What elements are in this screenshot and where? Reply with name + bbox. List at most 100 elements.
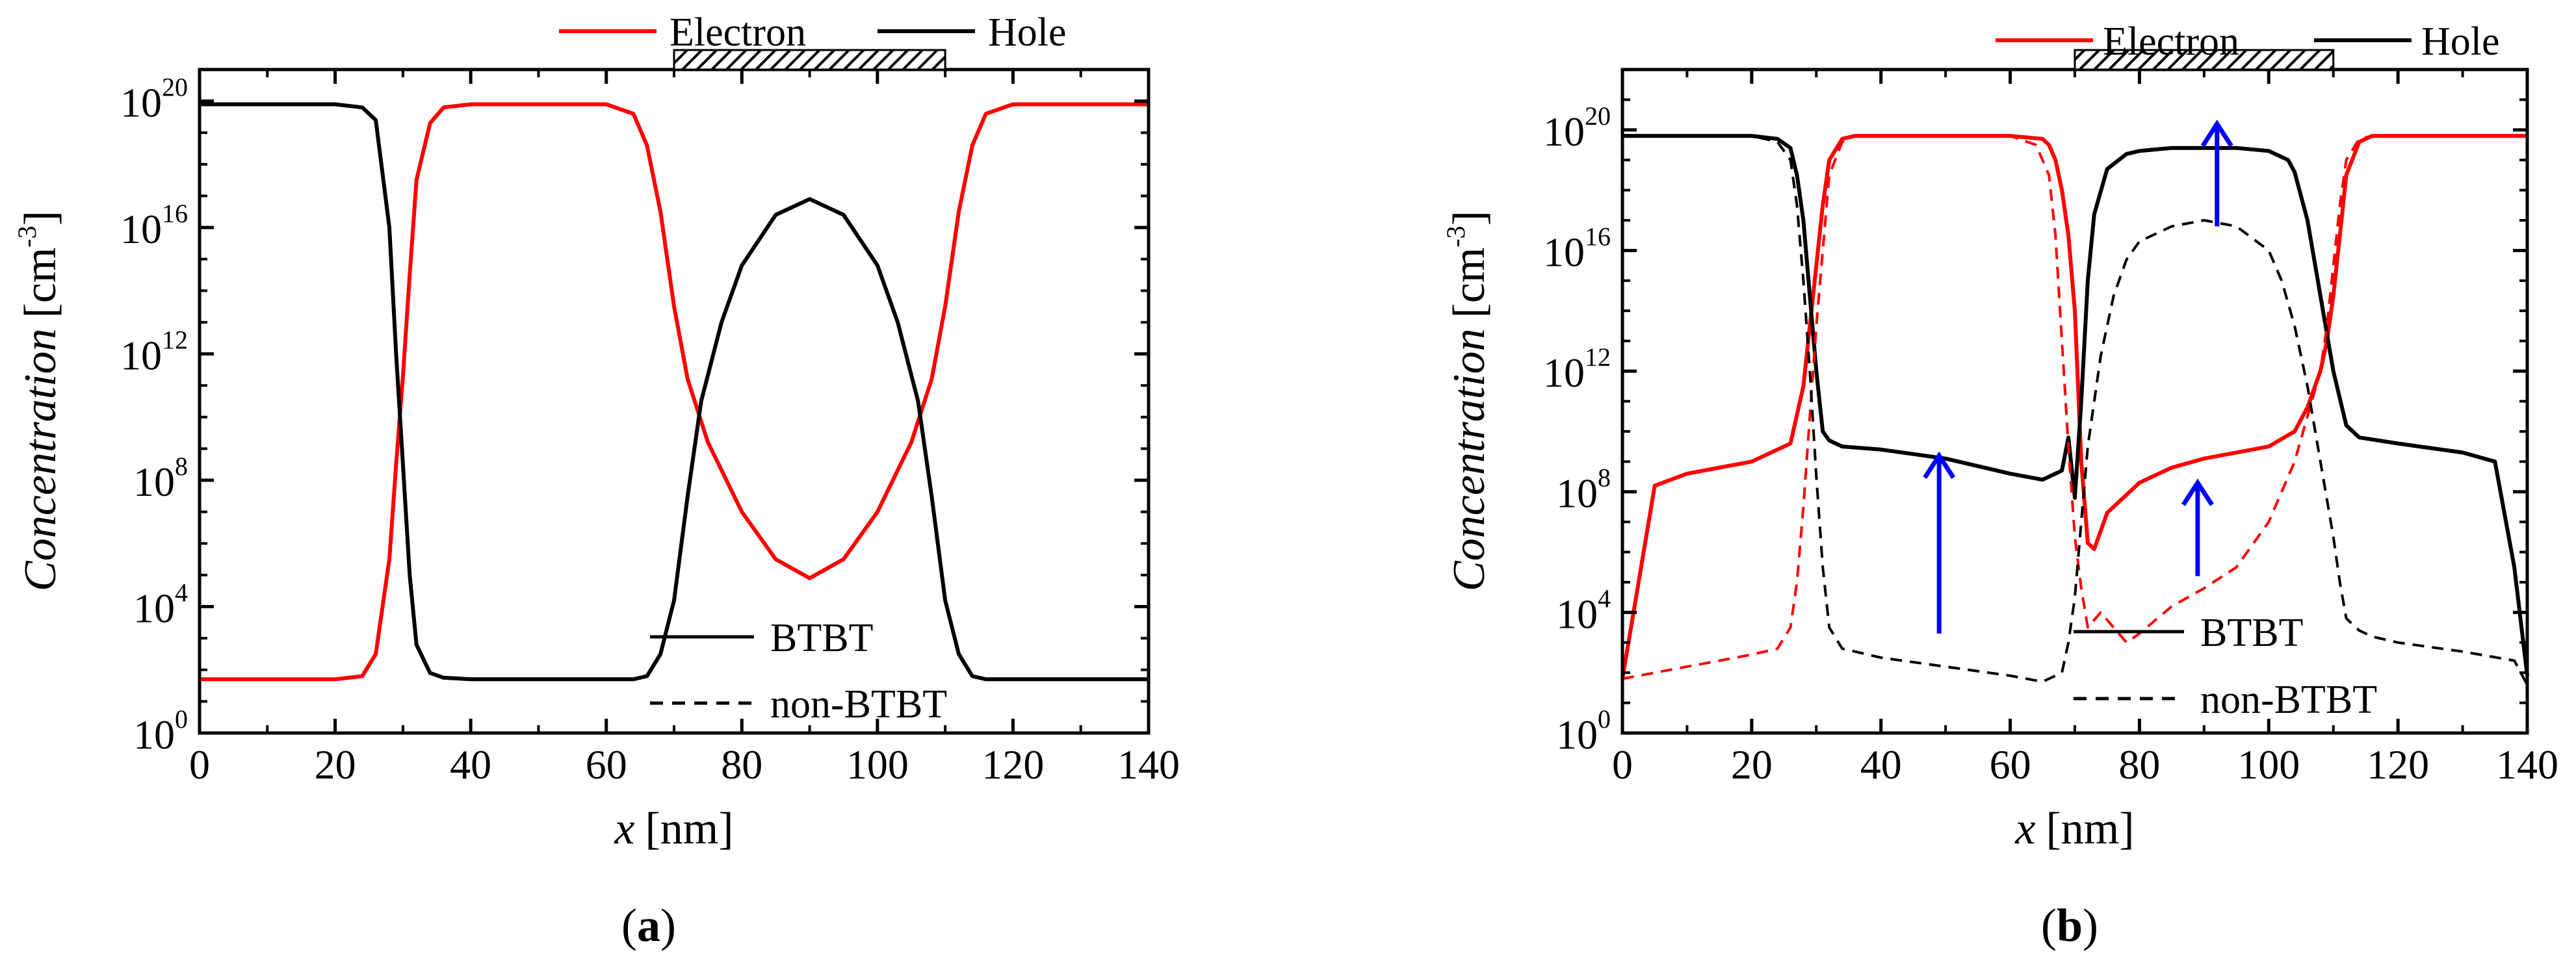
- panel-b-y-tick-base-1: 10: [1556, 591, 1598, 637]
- panel-a-plot-frame: [198, 68, 1151, 735]
- panel-a-y-close: ]: [16, 211, 66, 225]
- panel-a-data-layer: [200, 102, 1149, 682]
- panel-b-label-open: (: [2041, 899, 2057, 951]
- panel-b-y-tick-exp-3: 12: [1585, 342, 1611, 372]
- panel-b-y-close: ]: [1444, 211, 1494, 225]
- panel-a-x-tick-label-7: 140: [1117, 741, 1180, 788]
- panel-a-y-tick-base-5: 10: [120, 80, 162, 126]
- panel-b-arrow-head-1: [2181, 478, 2214, 506]
- panel-a-x-tick-label-6: 120: [982, 741, 1044, 788]
- panel-a-y-tick-exp-3: 12: [162, 326, 188, 355]
- panel-b-legend-top: Electron Hole: [1996, 19, 2500, 64]
- panel-a-label-close: ): [660, 899, 676, 951]
- panel-a-y-tick-label-3: 1012: [120, 326, 188, 379]
- panel-b-label-letter: b: [2057, 899, 2083, 951]
- panel-a-label-letter: a: [637, 899, 660, 951]
- panel-a-y-tick-base-3: 10: [120, 333, 162, 379]
- panel-b-y-tick-base-5: 10: [1543, 109, 1585, 155]
- panel-a-y-tick-label-5: 1020: [120, 73, 188, 126]
- panel-a-x-unit: [nm]: [645, 804, 734, 854]
- panel-a-y-tick-base-1: 10: [133, 585, 175, 632]
- panel-a-y-tick-base-2: 10: [133, 459, 175, 505]
- panel-b-y-tick-exp-2: 8: [1598, 463, 1611, 493]
- legend-btbt-label: BTBT: [770, 616, 873, 660]
- panel-b-x-unit: [nm]: [2046, 804, 2135, 854]
- panel-b-x-tick-label-5: 100: [2237, 741, 2300, 788]
- panel-b-y-exp: -3: [1441, 225, 1470, 247]
- panel-b-arrow-head-2: [2200, 120, 2233, 148]
- panel-b-x-axis-title: x [nm]: [2014, 804, 2134, 854]
- legend-electron-label: Electron: [670, 10, 806, 55]
- panel-b-legend-bottom: BTBT non-BTBT: [2074, 611, 2377, 722]
- panel-b-y-tick-exp-5: 20: [1585, 101, 1611, 131]
- panel-a-y-tick-exp-0: 0: [175, 704, 188, 734]
- panel-b-gate-region: [2074, 49, 2335, 71]
- panel-a-x-axis-title: x [nm]: [614, 804, 733, 854]
- panel-a-x-tick-label-0: 0: [189, 741, 210, 788]
- legend-btbt-label: BTBT: [2200, 611, 2303, 655]
- panel-b-series-hole-btbt: [1622, 134, 2529, 676]
- legend-non-btbt-label: non-BTBT: [770, 682, 947, 727]
- panel-b-x-tick-label-4: 80: [2118, 741, 2160, 788]
- panel-b-x-tick-label-3: 60: [1990, 741, 2031, 788]
- panel-a-y-tick-label-4: 1016: [120, 199, 188, 252]
- panel-b-y-tick-exp-0: 0: [1598, 704, 1611, 734]
- panel-b-y-tick-exp-1: 4: [1598, 584, 1611, 613]
- panel-b: 0 20 40 60 80 100 120 140100104108101210161020 …: [1441, 19, 2558, 951]
- panel-a-x-tick-label-2: 40: [450, 741, 491, 788]
- panel-a-y-tick-exp-2: 8: [175, 452, 188, 481]
- panel-b-y-axis-title: Concentration [cm-3]: [1441, 211, 1494, 591]
- panel-b-y-tick-base-0: 10: [1556, 712, 1598, 758]
- panel-a-y-axis-title: Concentration [cm-3]: [12, 211, 66, 591]
- panel-b-y-tick-label-1: 104: [1556, 584, 1611, 637]
- panel-a-y-var: Concentration: [16, 329, 66, 591]
- panel-a-x-tick-label-1: 20: [315, 741, 356, 788]
- panel-a-y-tick-base-4: 10: [120, 206, 162, 252]
- legend-hole-label: Hole: [988, 10, 1067, 55]
- panel-a-x-tick-label-4: 80: [721, 741, 762, 788]
- panel-a-legend-bottom: BTBT non-BTBT: [650, 616, 947, 727]
- panel-b-x-var: x: [2014, 804, 2035, 854]
- panel-a-y-tick-label-0: 100: [133, 704, 188, 758]
- panel-a-y-tick-base-0: 10: [133, 712, 175, 758]
- panel-b-y-tick-base-3: 10: [1543, 350, 1585, 396]
- panel-a-x-var: x: [614, 804, 634, 854]
- panel-b-series-electron-non-btbt: [1622, 135, 2527, 680]
- legend-electron-label: Electron: [2103, 19, 2239, 64]
- panel-b-label: (b): [2041, 899, 2098, 951]
- panel-b-arrow-head-0: [1923, 451, 1956, 479]
- panel-a-y-unit: [cm: [16, 248, 66, 318]
- panel-a-x-tick-label-3: 60: [586, 741, 627, 788]
- panel-b-y-tick-exp-4: 16: [1585, 222, 1611, 251]
- panel-a-y-tick-exp-4: 16: [162, 199, 188, 228]
- panel-a-y-tick-label-1: 104: [133, 578, 188, 632]
- panel-a-y-tick-exp-5: 20: [162, 73, 188, 102]
- panel-b-x-tick-label-7: 140: [2496, 741, 2558, 788]
- panel-a-series-hole-btbt: [200, 102, 1149, 682]
- panel-b-x-tick-label-0: 0: [1612, 741, 1633, 788]
- legend-non-btbt-label: non-BTBT: [2200, 678, 2377, 722]
- panel-b-data-layer: [1620, 120, 2529, 686]
- panel-a-series-electron-btbt: [200, 102, 1149, 682]
- panel-a-y-exp: -3: [12, 225, 42, 247]
- panel-a-legend-top: Electron Hole: [559, 10, 1067, 55]
- legend-hole-label: Hole: [2421, 19, 2500, 64]
- panel-a-x-tick-label-5: 100: [846, 741, 909, 788]
- panel-a-y-tick-label-2: 108: [133, 452, 188, 505]
- panel-a-label: (a): [621, 899, 676, 951]
- panel-a-label-open: (: [621, 899, 637, 951]
- panel-b-plot-frame: [1620, 68, 2529, 735]
- panel-b-x-tick-label-1: 20: [1731, 741, 1773, 788]
- panel-b-y-tick-label-5: 1020: [1543, 101, 1611, 155]
- panel-b-x-tick-label-2: 40: [1860, 741, 1902, 788]
- panel-b-y-tick-base-4: 10: [1543, 229, 1585, 275]
- panel-b-y-tick-label-0: 100: [1556, 704, 1611, 758]
- panel-b-x-tick-label-6: 120: [2367, 741, 2429, 788]
- panel-b-y-tick-label-4: 1016: [1543, 222, 1611, 275]
- panel-b-y-tick-label-2: 108: [1556, 463, 1611, 517]
- panel-b-y-tick-base-2: 10: [1556, 470, 1598, 517]
- panel-b-series-hole-non-btbt: [1622, 135, 2529, 686]
- panel-b-label-close: ): [2083, 899, 2098, 951]
